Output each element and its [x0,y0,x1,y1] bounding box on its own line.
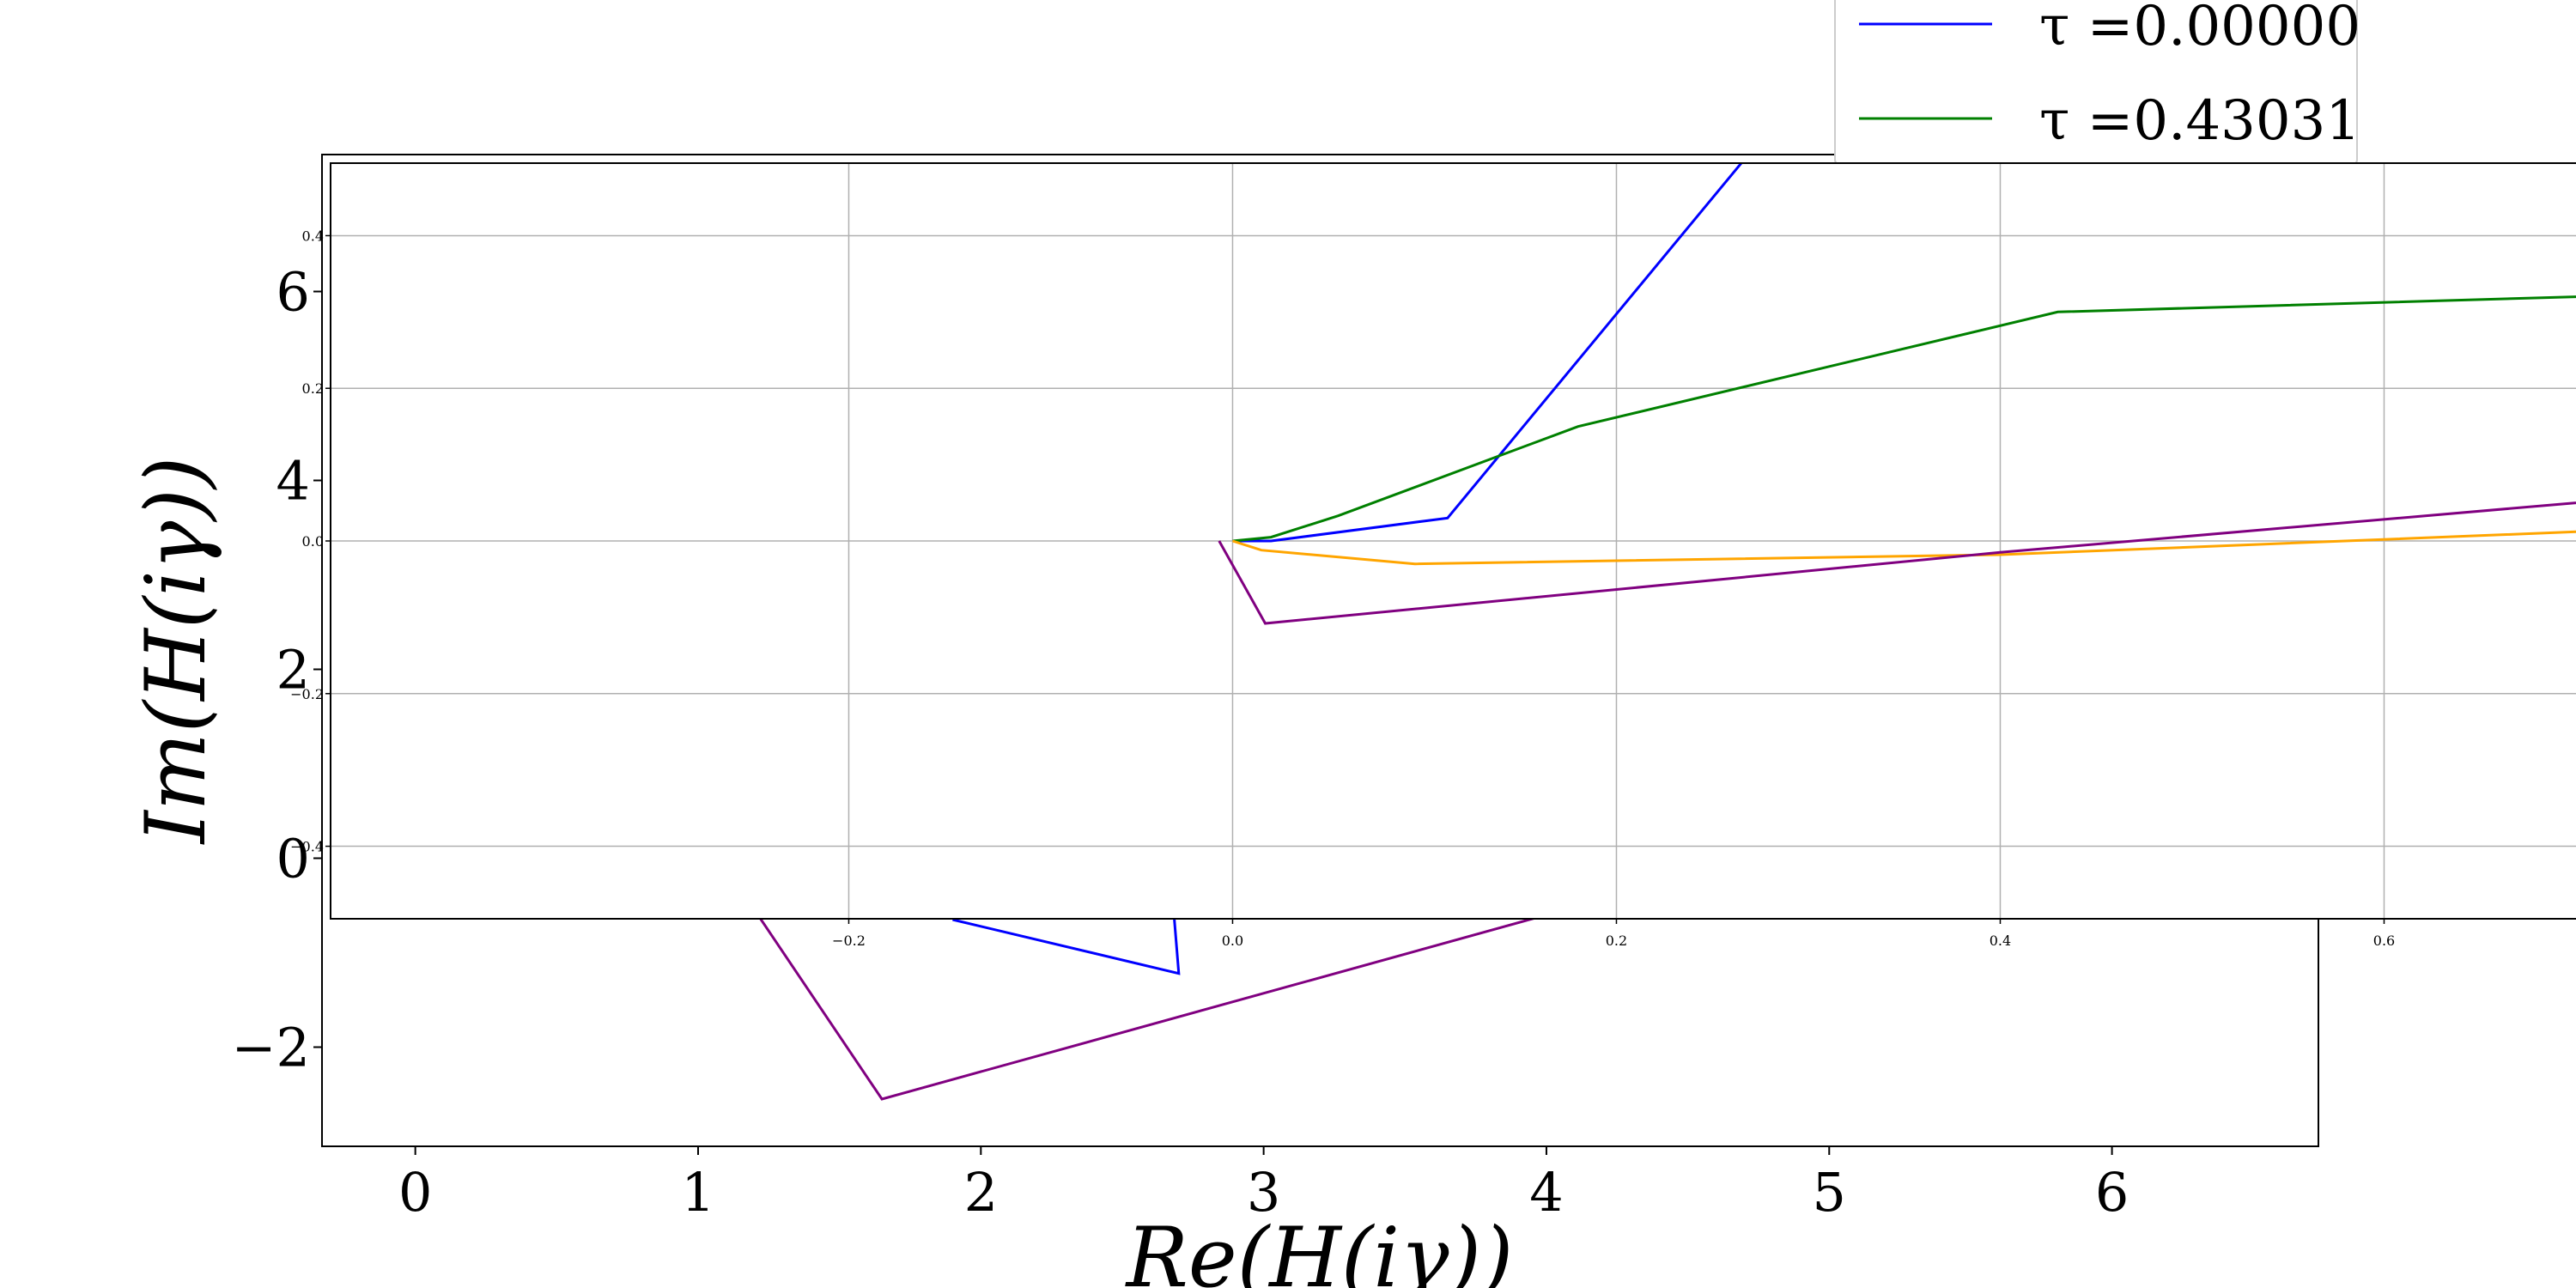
main-x-tick-label: 6 [2095,1161,2129,1224]
main-y-tick-label: 2 [276,639,310,702]
main-series-line-2 [753,909,1547,1101]
inset-series-group [1218,163,2576,625]
main-series-group [753,904,2318,1101]
inset-y-ticks: −0.4 −0.2 0.0 0.2 0.4 [290,228,331,855]
inset-x-ticks: −0.2 0.0 0.2 0.4 0.6 [832,919,2395,949]
inset-grid [331,163,2576,919]
main-x-ticks: 0 1 2 3 4 5 6 [398,1146,2129,1224]
inset-x-tick-label: 0.6 [2373,933,2395,949]
main-x-tick-label: 4 [1529,1161,1563,1224]
main-plot: 0 1 2 3 4 5 6 −2 0 2 4 6 Re(H(iγ)) Im(H(iγ)) [128,154,2319,1288]
inset-y-tick-label: 0.4 [302,228,324,244]
legend-label-tau-1: τ =0.43031 [2039,89,2360,153]
y-axis-label: Im(H(iγ)) [128,457,224,846]
main-x-tick-label: 3 [1247,1161,1280,1224]
main-y-tick-label: 4 [276,450,310,513]
main-x-tick-label: 0 [398,1161,432,1224]
inset-x-tick-label: 0.4 [1990,933,2011,949]
inset-x-tick-label: 0.0 [1222,933,1243,949]
inset-y-tick-label: 0.2 [302,380,324,397]
inset-series-line-2 [1232,530,2576,566]
main-x-tick-label: 1 [681,1161,714,1224]
inset-y-tick-label: −0.4 [290,839,324,855]
legend: τ =0.00000 τ =0.43031 [1834,0,2360,166]
main-y-tick-label: 6 [276,261,310,324]
main-y-tick-label: −2 [232,1017,310,1079]
inset-series-line-0 [1232,163,1743,543]
inset-series-line-1 [1232,295,2576,543]
inset-series-line-3 [1218,501,2576,625]
inset-x-tick-label: 0.2 [1606,933,1627,949]
main-y-tick-label: 0 [276,828,310,890]
inset-y-tick-label: 0.0 [302,533,324,550]
inset-plot: −0.2 0.0 0.2 0.4 0.6 −0.4 −0.2 0.0 0.2 0.4 [290,162,2576,949]
inset-y-tick-label: −0.2 [290,686,324,702]
main-x-tick-label: 2 [964,1161,998,1224]
inset-x-tick-label: −0.2 [832,933,866,949]
main-y-ticks: −2 0 2 4 6 [232,261,322,1079]
x-axis-label: Re(H(iγ)) [1125,1210,1514,1288]
legend-label-tau-0: τ =0.00000 [2039,0,2360,58]
main-series-line-0 [952,905,1181,975]
main-x-tick-label: 5 [1813,1161,1846,1224]
